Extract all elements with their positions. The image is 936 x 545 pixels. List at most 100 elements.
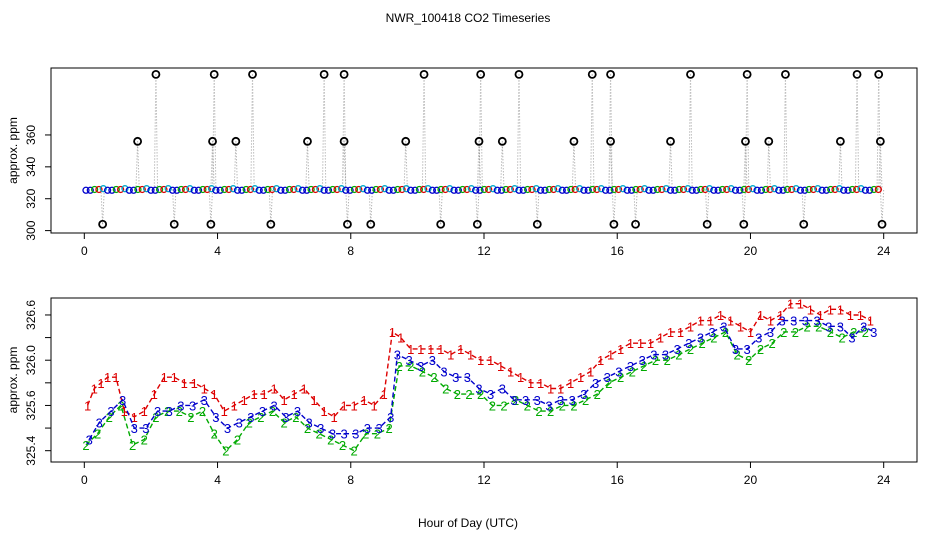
series-marker: 3 [119,393,126,408]
series-marker: 2 [617,370,624,385]
spike-line [210,141,214,190]
calibration-high-point [686,69,695,79]
spike-line [440,189,443,225]
spike-line [438,189,442,225]
spike-line [341,74,345,190]
calibration-low-point [532,219,542,229]
series-marker: 3 [510,393,517,408]
calibration-high-point [742,69,752,79]
ambient-point [558,186,566,194]
series-marker: 2 [640,359,647,374]
series-marker: 1 [161,370,168,385]
ambient-point [697,185,705,194]
calibration-mid-point [401,136,411,146]
series-marker: 3 [306,415,313,430]
series-marker: 3 [340,427,347,442]
ambient-point [376,185,385,194]
series-marker: 1 [271,381,278,396]
ambient-point [467,185,475,193]
series-marker: 3 [778,314,785,329]
calibration-high-point [587,69,597,79]
calibration-high-point [606,69,615,79]
series-marker: 2 [222,444,229,459]
spike-line [879,141,883,190]
ambient-point [515,186,523,194]
series-marker: 1 [211,387,218,402]
series-marker: 1 [301,381,308,396]
series-marker: 1 [857,308,864,323]
calibration-low-point [799,219,809,229]
calibration-mid-point [231,136,241,146]
series-marker: 2 [500,398,507,413]
ambient-point [411,186,419,194]
series-marker: 3 [189,398,196,413]
spike-line [879,189,883,225]
series-marker: 3 [837,319,844,334]
series-marker: 2 [281,415,288,430]
series-marker: 2 [94,427,101,442]
y-tick-label: 360 [24,125,38,145]
series-marker: 1 [91,381,98,396]
ambient-point [610,185,618,194]
series-marker: 2 [316,427,323,442]
series-marker: 2 [339,438,346,453]
ambient-point [554,185,562,193]
series-marker: 3 [709,325,716,340]
series-marker: 2 [477,387,484,402]
series-marker: 1 [427,342,434,357]
series-marker: 2 [559,398,566,413]
ambient-point [203,185,211,194]
ambient-point [861,186,870,194]
spike-line [784,74,788,190]
spike-line [590,74,593,190]
ambient-point [82,186,90,194]
ambient-point [675,185,683,194]
ambient-point [541,186,549,194]
ambient-point [324,186,333,194]
calibration-high-point [852,69,862,79]
ambient-point [536,186,545,194]
series-marker: 3 [580,387,587,402]
series-marker: 1 [767,314,774,329]
ambient-point [394,185,402,194]
ambient-point [770,185,779,193]
baseline-band [82,185,883,194]
spike-line [670,141,673,190]
series-marker: 1 [360,393,367,408]
series-marker: 3 [142,421,149,436]
series-marker: 3 [627,359,634,374]
series-marker: 1 [597,353,604,368]
spike-line [803,189,806,225]
y-tick-label: 326.0 [24,345,38,375]
spike-line [571,141,575,190]
series-marker: 1 [707,314,714,329]
ambient-point [645,186,653,194]
series-marker: 2 [82,438,89,453]
ambient-point [523,185,532,194]
spike-line [613,189,617,225]
series-marker: 2 [246,415,253,430]
calibration-low-point [343,219,352,229]
ambient-point [350,185,359,194]
series-marker: 1 [667,325,674,340]
spike-line [323,74,327,190]
ambient-point [757,186,766,194]
ambient-point [272,185,281,193]
spike-line [839,141,843,190]
series-marker: 2 [734,348,741,363]
series-marker: 3 [405,353,412,368]
ambient-point [801,186,809,194]
y-tick-label: 340 [24,157,38,177]
series-marker: 1 [181,376,188,391]
series-marker: 3 [662,348,669,363]
ambient-point [186,185,194,193]
series-marker: 1 [191,376,198,391]
series-marker: 1 [547,381,554,396]
spike-line [172,189,175,225]
ambient-point [454,186,463,194]
series-marker: 1 [457,342,464,357]
ambient-point [173,186,181,194]
series-marker: 1 [231,398,238,413]
spike-line [270,189,273,225]
spike-line [405,141,408,190]
